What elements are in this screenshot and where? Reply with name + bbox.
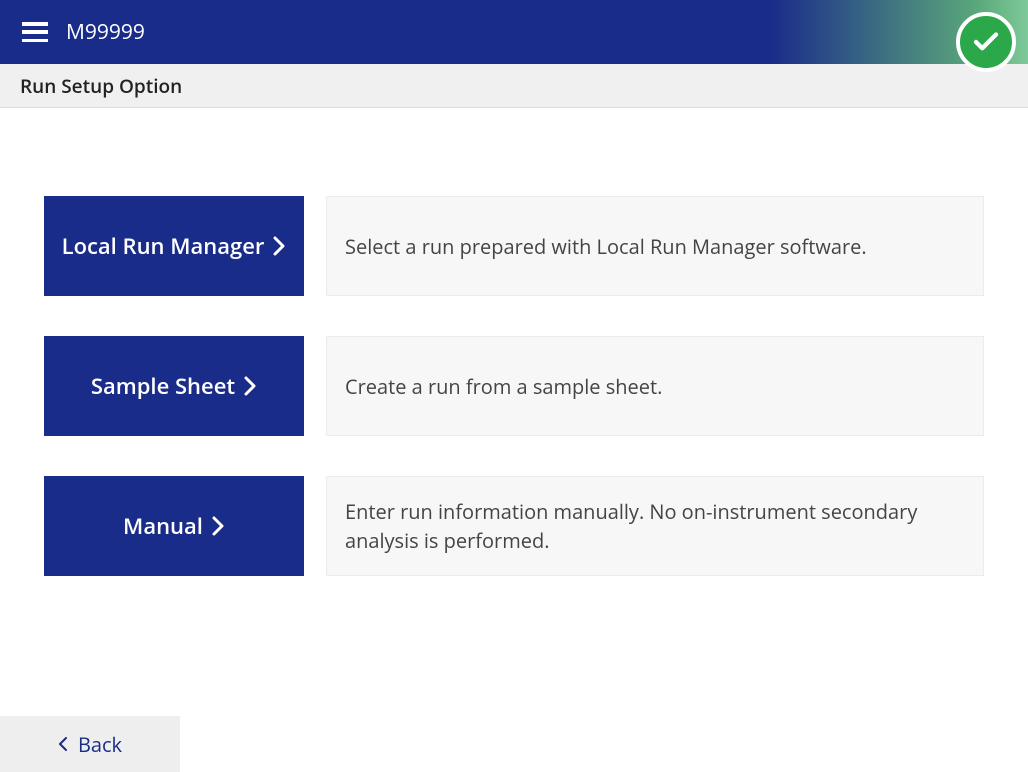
app-header: M99999 bbox=[0, 0, 1028, 64]
main-content: Local Run Manager Select a run prepared … bbox=[0, 108, 1028, 576]
menu-icon[interactable] bbox=[22, 22, 48, 42]
status-badge[interactable] bbox=[956, 12, 1016, 72]
back-button[interactable]: Back bbox=[0, 716, 180, 772]
option-row: Local Run Manager Select a run prepared … bbox=[44, 196, 984, 296]
option-description: Create a run from a sample sheet. bbox=[326, 336, 984, 436]
sample-sheet-button[interactable]: Sample Sheet bbox=[44, 336, 304, 436]
back-label: Back bbox=[78, 731, 122, 758]
manual-button[interactable]: Manual bbox=[44, 476, 304, 576]
subheader: Run Setup Option bbox=[0, 64, 1028, 108]
option-description: Select a run prepared with Local Run Man… bbox=[326, 196, 984, 296]
local-run-manager-button[interactable]: Local Run Manager bbox=[44, 196, 304, 296]
chevron-right-icon bbox=[211, 516, 225, 536]
option-row: Sample Sheet Create a run from a sample … bbox=[44, 336, 984, 436]
option-label: Sample Sheet bbox=[91, 371, 235, 401]
option-row: Manual Enter run information manually. N… bbox=[44, 476, 984, 576]
chevron-left-icon bbox=[58, 737, 68, 751]
page-title: Run Setup Option bbox=[20, 73, 182, 99]
device-id: M99999 bbox=[66, 18, 145, 46]
option-description: Enter run information manually. No on-in… bbox=[326, 476, 984, 576]
chevron-right-icon bbox=[243, 376, 257, 396]
chevron-right-icon bbox=[272, 236, 286, 256]
option-label: Manual bbox=[123, 511, 203, 541]
check-icon bbox=[971, 27, 1001, 57]
option-label: Local Run Manager bbox=[62, 231, 265, 261]
